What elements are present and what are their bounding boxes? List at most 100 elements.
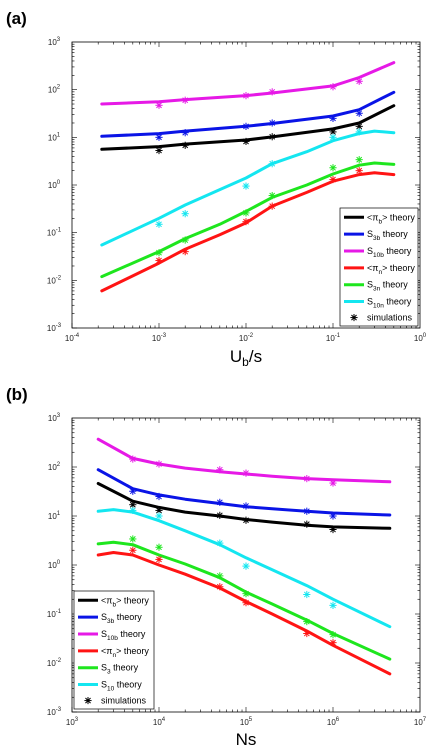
legend-label: <πn> theory xyxy=(101,646,149,659)
simulation-marker xyxy=(329,601,337,609)
y-tick-label: 102 xyxy=(48,85,61,95)
panel-a: (a) 10-4 10-3 10-2 10-1 10010-310-210-110010… xyxy=(6,9,427,369)
simulation-marker xyxy=(329,525,337,534)
simulation-marker xyxy=(268,202,276,210)
simulation-marker xyxy=(303,617,311,626)
panel-b: (b) 103 104 105 106 107 10-3 10-2 10-1 100 101 102… xyxy=(6,385,427,749)
simulation-marker xyxy=(268,119,276,127)
legend-label: S3n theory xyxy=(367,280,408,293)
x-tick-label: 105 xyxy=(240,717,253,727)
series-line-2 xyxy=(96,437,392,484)
simulation-marker xyxy=(355,109,363,117)
simulation-marker xyxy=(155,460,163,468)
simulation-marker xyxy=(242,137,250,146)
legend-simulation-marker xyxy=(84,696,92,705)
x-tick-label: 10-4 xyxy=(65,333,80,343)
x-tick-label: 104 xyxy=(153,717,166,727)
simulation-marker xyxy=(303,474,311,483)
panel-a-x-axis-label: Ub/s xyxy=(230,347,262,369)
simulation-marker xyxy=(155,101,163,109)
simulation-marker xyxy=(268,133,276,141)
panel-a-label: (a) xyxy=(6,9,27,28)
x-tick-label: 100 xyxy=(414,333,427,343)
series-line-2 xyxy=(100,61,396,106)
legend-label: <πb> theory xyxy=(367,212,415,225)
simulation-marker xyxy=(216,539,224,547)
simulation-marker xyxy=(303,629,311,638)
simulation-marker xyxy=(129,535,137,543)
series-line-1 xyxy=(96,468,392,517)
y-tick-label: 101 xyxy=(48,511,61,521)
x-tick-label: 10-2 xyxy=(239,333,254,343)
simulation-marker xyxy=(242,182,250,190)
x-tick-label: 106 xyxy=(327,717,340,727)
simulation-marker xyxy=(155,543,163,551)
simulation-marker xyxy=(242,599,250,607)
legend-simulation-marker xyxy=(350,313,358,322)
simulation-marker xyxy=(329,114,337,122)
legend-label: S3b theory xyxy=(367,229,408,242)
legend-label: S10b theory xyxy=(367,246,412,259)
simulation-marker xyxy=(303,590,311,599)
simulation-marker xyxy=(268,88,276,96)
simulation-marker xyxy=(129,506,137,515)
panel-b-legend: <πb> theory S3b theory S10b theory <πn> the… xyxy=(73,590,155,710)
legend-label-simulations: simulations xyxy=(101,696,147,706)
simulation-marker xyxy=(355,167,363,175)
x-tick-label: 10-3 xyxy=(152,333,167,343)
panel-b-axes: 103 104 105 106 107 10-3 10-2 10-1 100 101 102 103 xyxy=(47,413,427,727)
legend-label-simulations: simulations xyxy=(367,313,413,323)
simulation-marker xyxy=(329,512,337,520)
simulation-marker xyxy=(303,507,311,515)
simulation-marker xyxy=(181,248,189,256)
panel-b-x-axis-label: Ns xyxy=(236,730,257,749)
simulation-marker xyxy=(155,492,163,501)
simulation-marker xyxy=(242,502,250,510)
simulation-marker xyxy=(181,129,189,137)
simulation-marker xyxy=(216,498,224,506)
simulation-marker xyxy=(181,236,189,244)
simulation-marker xyxy=(216,572,224,580)
simulation-marker xyxy=(329,175,337,184)
x-tick-label: 107 xyxy=(414,717,427,727)
simulation-marker xyxy=(129,487,137,495)
panel-a-legend: <πb> theory S3b theory S10b theory <πn> the… xyxy=(339,207,419,327)
y-tick-label: 10-3 xyxy=(47,707,62,717)
simulation-marker xyxy=(329,133,337,141)
y-tick-label: 102 xyxy=(48,462,61,472)
panel-b-label: (b) xyxy=(6,385,28,404)
panel-a-axes: 10-4 10-3 10-2 10-1 10010-310-210-1100101102… xyxy=(47,37,427,343)
simulation-marker xyxy=(242,590,250,598)
simulation-marker xyxy=(329,83,337,91)
simulation-marker xyxy=(181,96,189,104)
simulation-marker xyxy=(242,209,250,217)
simulation-marker xyxy=(329,479,337,487)
simulation-marker xyxy=(155,249,163,257)
legend-label: S3b theory xyxy=(101,612,142,625)
y-tick-label: 10-2 xyxy=(47,275,62,285)
simulation-marker xyxy=(155,146,163,155)
series-line-0 xyxy=(96,482,392,530)
y-tick-label: 10-1 xyxy=(47,228,62,238)
y-tick-label: 100 xyxy=(48,180,61,190)
legend-label: S10b theory xyxy=(101,629,146,642)
y-tick-label: 103 xyxy=(48,37,61,47)
x-tick-label: 10-1 xyxy=(326,333,341,343)
legend-label: S10n theory xyxy=(367,297,412,310)
simulation-marker xyxy=(155,512,163,520)
simulation-marker xyxy=(216,583,224,591)
simulation-marker xyxy=(303,520,311,528)
panel-a-simulation-markers xyxy=(155,77,363,265)
simulation-marker xyxy=(181,141,189,149)
y-tick-label: 100 xyxy=(48,560,61,570)
y-tick-label: 10-3 xyxy=(47,323,62,333)
series-line-0 xyxy=(100,104,396,151)
simulation-marker xyxy=(181,210,189,218)
simulation-marker xyxy=(329,630,337,639)
simulation-marker xyxy=(216,466,224,474)
y-tick-label: 103 xyxy=(48,413,61,423)
simulation-marker xyxy=(268,191,276,200)
simulation-marker xyxy=(155,256,163,265)
simulation-marker xyxy=(155,555,163,564)
